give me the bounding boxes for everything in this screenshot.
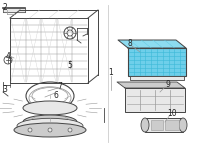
Ellipse shape [179, 118, 187, 132]
Text: 8: 8 [128, 39, 132, 47]
Ellipse shape [17, 118, 83, 134]
Circle shape [68, 128, 72, 132]
Text: 1: 1 [109, 67, 113, 76]
Ellipse shape [14, 123, 86, 137]
Bar [125, 88, 185, 112]
Circle shape [48, 128, 52, 132]
Text: 9: 9 [166, 80, 170, 88]
Polygon shape [117, 82, 185, 88]
Text: 3: 3 [3, 85, 7, 93]
Text: 5: 5 [68, 61, 72, 70]
Text: 10: 10 [167, 108, 177, 117]
Text: 4: 4 [6, 51, 10, 61]
Text: 2: 2 [3, 2, 7, 11]
Text: 7: 7 [58, 81, 62, 91]
Bar [151, 120, 163, 130]
Ellipse shape [23, 101, 77, 115]
Polygon shape [118, 40, 186, 48]
Text: 6: 6 [54, 91, 58, 101]
Bar [128, 48, 186, 76]
Ellipse shape [23, 115, 77, 129]
Ellipse shape [141, 118, 149, 132]
Circle shape [28, 128, 32, 132]
Bar [165, 120, 179, 130]
Polygon shape [3, 8, 25, 12]
Bar [130, 76, 184, 80]
Bar [145, 118, 183, 132]
